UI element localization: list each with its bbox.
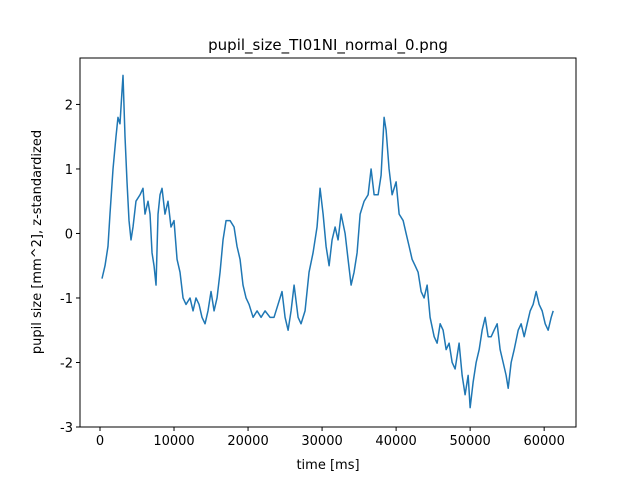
x-tick-label: 50000 [449, 434, 490, 449]
data-line [101, 74, 554, 409]
plot-frame [79, 57, 577, 428]
y-tick-label: 0 [65, 227, 73, 242]
y-tick-label: -3 [60, 421, 73, 436]
y-tick-label: 2 [65, 98, 73, 113]
x-tick-label: 40000 [375, 434, 416, 449]
y-tick-label: 1 [65, 163, 73, 178]
y-tick-label: -1 [60, 292, 73, 307]
x-tick-label: 10000 [153, 434, 194, 449]
x-tick-label: 0 [96, 434, 104, 449]
x-tick-label: 60000 [523, 434, 564, 449]
x-tick-label: 30000 [301, 434, 342, 449]
y-axis-label: pupil size [mm^2], z-standardized [30, 130, 45, 354]
chart-title: pupil_size_TI01NI_normal_0.png [208, 36, 448, 55]
x-axis-label: time [ms] [296, 458, 359, 473]
y-tick-label: -2 [60, 356, 73, 371]
x-tick-label: 20000 [227, 434, 268, 449]
